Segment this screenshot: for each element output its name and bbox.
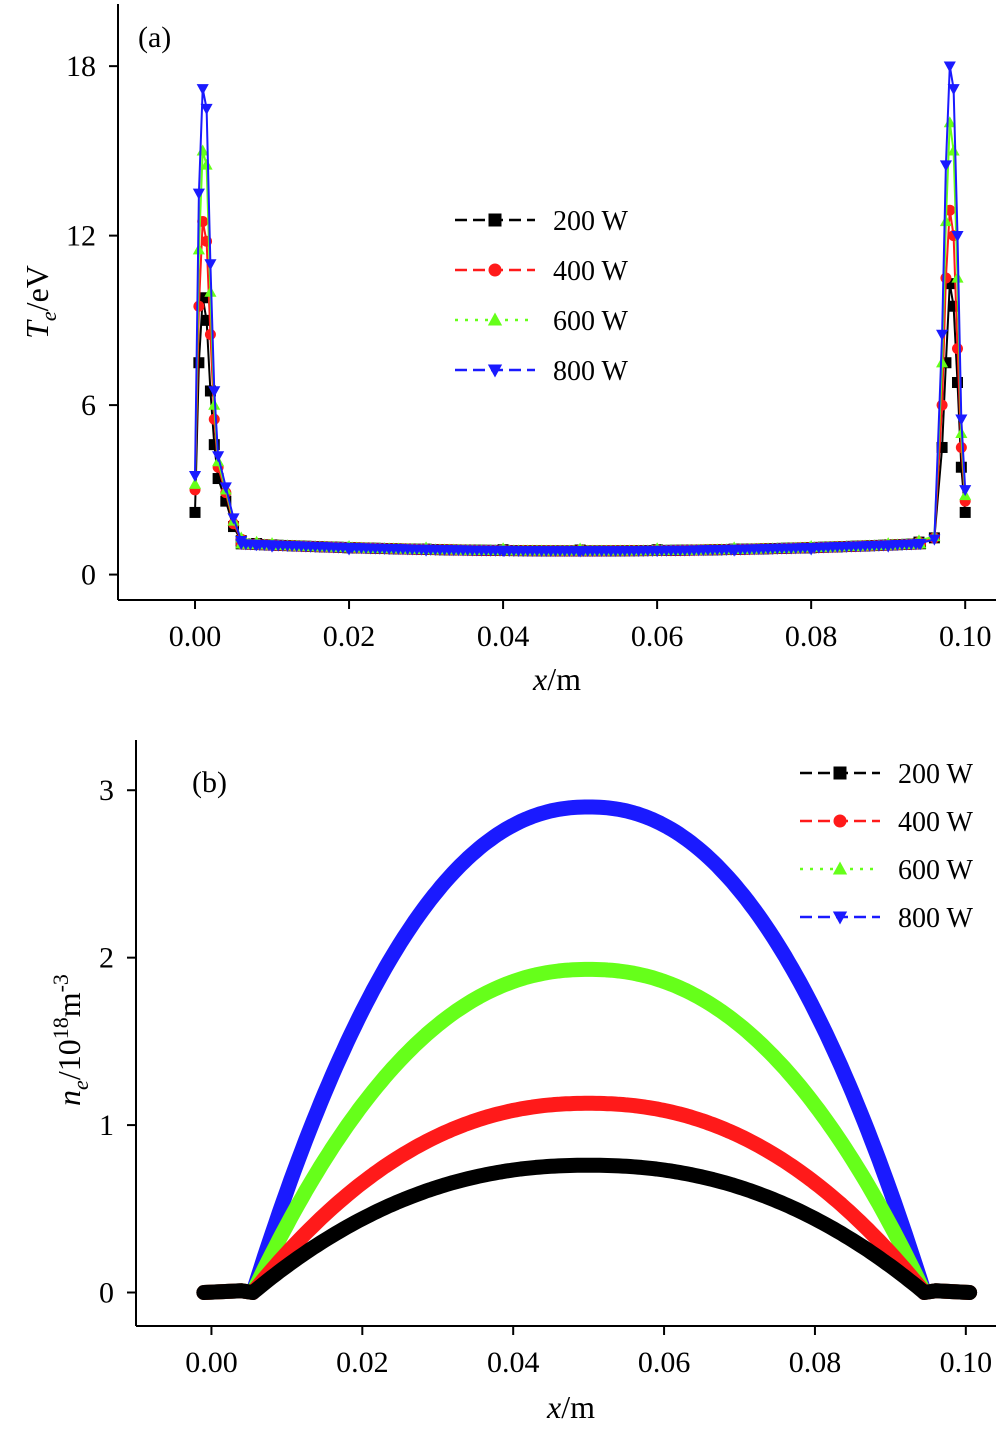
panel-a-data-point xyxy=(197,292,209,304)
panel-a-y-tick-label: 18 xyxy=(66,50,96,83)
panel-b-series-curve xyxy=(196,1157,978,1300)
panel-a-legend-marker xyxy=(487,312,503,326)
panel-b-x-tick-label: 0.04 xyxy=(487,1346,540,1379)
panel-a-data-point xyxy=(914,539,927,551)
panel-a-x-axis-title: x/m xyxy=(532,661,581,697)
panel-a-x-tick-label: 0.06 xyxy=(631,620,684,653)
panel-a-data-point xyxy=(227,513,240,525)
panel-b-x-tick-label: 0.10 xyxy=(940,1346,993,1379)
panel-a-data-point xyxy=(212,473,224,485)
panel-a-data-point xyxy=(928,534,941,546)
panel-a-data-point xyxy=(193,357,205,369)
panel-a-y-tick-label: 0 xyxy=(81,559,96,592)
panel-a-data-point xyxy=(951,230,964,242)
panel-a-y-tick-label: 6 xyxy=(81,389,96,422)
panel-a-data-point xyxy=(947,144,960,156)
panel-b-y-axis-title: ne/1018m-3 xyxy=(48,974,93,1106)
panel-b-plot-area xyxy=(196,799,978,1300)
panel-a-data-point xyxy=(959,485,972,497)
panel-a-data-point xyxy=(936,399,948,411)
panel-a-data-point xyxy=(208,439,220,451)
panel-a-legend-label: 800 W xyxy=(553,356,628,387)
panel-b-legend-marker xyxy=(832,861,848,875)
panel-a-data-point xyxy=(188,477,202,489)
panel-a-data-point xyxy=(189,506,201,518)
panel-b-x-tick-label: 0.08 xyxy=(789,1346,842,1379)
panel-a-data-point xyxy=(219,482,232,494)
panel-b-y-tick-label: 0 xyxy=(99,1277,114,1310)
panel-a-electron-temperature: 0.00 0.02 0.04 0.06 0.08 0.10 0 6 12 18 (a) x/m T… xyxy=(19,4,996,697)
panel-a-data-point xyxy=(951,343,963,355)
panel-a-data-point xyxy=(204,385,216,397)
panel-b-x-axis-title: x/m xyxy=(546,1389,595,1425)
panel-b-y-tick-label: 3 xyxy=(99,774,114,807)
panel-a-data-point xyxy=(940,357,952,369)
panel-a-data-point xyxy=(940,272,952,284)
panel-a-data-point xyxy=(220,495,232,507)
panel-a-data-point xyxy=(200,103,213,115)
panel-a-x-tick-label: 0.02 xyxy=(323,620,376,653)
panel-b-legend-marker xyxy=(833,814,847,828)
panel-b-series-curve xyxy=(196,961,978,1300)
panel-a-data-point xyxy=(936,356,949,368)
panel-a-data-point xyxy=(936,329,949,341)
panel-b-ticks: 0.00 0.02 0.04 0.06 0.08 0.10 0 1 2 3 xyxy=(99,774,992,1379)
panel-a-data-point xyxy=(943,61,956,73)
panel-a-plot-area xyxy=(188,61,972,558)
panel-a-x-tick-label: 0.04 xyxy=(477,620,530,653)
panel-a-data-point xyxy=(955,414,968,426)
panel-b-series-curve xyxy=(196,1095,978,1300)
panel-b-y-tick-label: 1 xyxy=(99,1109,114,1142)
panel-a-legend-label: 400 W xyxy=(553,256,628,287)
panel-a-data-point xyxy=(204,259,217,271)
panel-a-data-point xyxy=(948,300,960,312)
panel-b-y-tick-label: 2 xyxy=(99,942,114,975)
panel-b-legend-label: 200 W xyxy=(898,759,973,790)
panel-b-electron-density: 0.00 0.02 0.04 0.06 0.08 0.10 0 1 2 3 (b) x/m ne/… xyxy=(48,740,996,1425)
panel-a-data-point xyxy=(944,278,956,290)
panel-b-x-tick-label: 0.00 xyxy=(185,1346,238,1379)
panel-a-data-point xyxy=(959,506,971,518)
panel-b-legend-label: 800 W xyxy=(898,903,973,934)
panel-a-data-point xyxy=(939,215,952,227)
panel-a-legend-marker xyxy=(488,263,502,277)
panel-a-legend-label: 600 W xyxy=(553,306,628,337)
panel-b-legend: 200 W 400 W 600 W 800 W xyxy=(800,759,973,934)
panel-b-legend-marker xyxy=(832,911,848,925)
panel-a-data-point xyxy=(204,328,216,340)
panel-a-data-point xyxy=(200,158,213,170)
panel-a-y-tick-label: 12 xyxy=(66,220,96,253)
panel-a-data-point xyxy=(212,451,225,463)
panel-a-y-axis-title: Te/eV xyxy=(19,265,61,339)
panel-b-tag: (b) xyxy=(192,766,227,799)
panel-a-legend-marker xyxy=(487,364,503,378)
panel-b-legend-marker xyxy=(833,766,847,780)
panel-b-legend-label: 400 W xyxy=(898,807,973,838)
panel-a-data-point xyxy=(188,471,202,483)
panel-a-x-tick-label: 0.00 xyxy=(169,620,222,653)
panel-a-data-point xyxy=(947,84,960,96)
panel-a-legend-marker xyxy=(488,213,502,227)
panel-a-data-point xyxy=(196,84,209,96)
panel-a-ticks: 0.00 0.02 0.04 0.06 0.08 0.10 0 6 12 18 xyxy=(66,50,991,653)
panel-a-x-tick-label: 0.10 xyxy=(939,620,992,653)
panel-a-tag: (a) xyxy=(138,21,171,54)
panel-a-data-point xyxy=(192,188,205,200)
panel-b-x-tick-label: 0.06 xyxy=(638,1346,691,1379)
panel-a-x-tick-label: 0.08 xyxy=(785,620,838,653)
panel-b-legend-label: 600 W xyxy=(898,855,973,886)
panel-a-legend: 200 W 400 W 600 W 800 W xyxy=(455,206,628,387)
panel-b-series-curve xyxy=(196,799,978,1300)
panel-a-data-point xyxy=(208,386,221,398)
panel-a-data-point xyxy=(201,314,213,326)
panel-a-data-point xyxy=(939,160,952,172)
panel-a-legend-label: 200 W xyxy=(553,206,628,237)
panel-a-data-point xyxy=(951,377,963,389)
panel-a-data-point xyxy=(936,441,948,453)
panel-b-x-tick-label: 0.02 xyxy=(336,1346,389,1379)
panel-a-data-point xyxy=(955,461,967,473)
